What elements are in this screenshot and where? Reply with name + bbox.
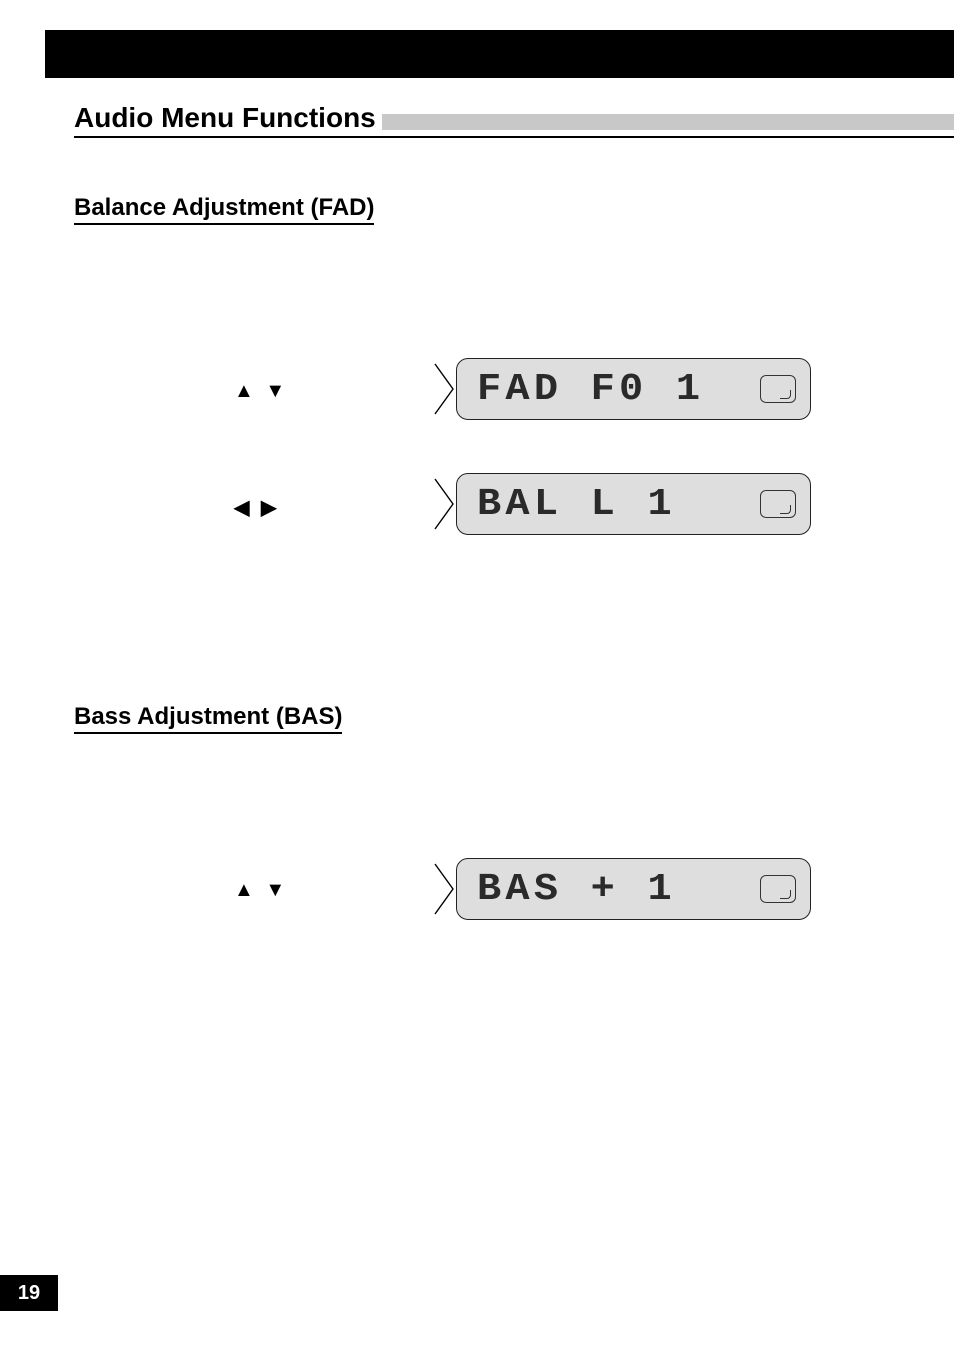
lcd-text: BAS + 1 bbox=[477, 868, 777, 911]
lcd-end-icon bbox=[760, 490, 796, 518]
lcd-frame: BAS + 1 bbox=[456, 858, 811, 920]
bass-heading-wrap: Bass Adjustment (BAS) bbox=[74, 703, 342, 734]
chevron-right-icon bbox=[432, 476, 456, 532]
lcd-display-bal: BAL L 1 bbox=[432, 473, 811, 535]
lcd-text: BAL L 1 bbox=[477, 483, 777, 526]
lcd-text: FAD F0 1 bbox=[477, 368, 777, 411]
lcd-display-bas: BAS + 1 bbox=[432, 858, 811, 920]
section-title: Audio Menu Functions bbox=[74, 102, 376, 134]
lcd-frame: BAL L 1 bbox=[456, 473, 811, 535]
section-title-underline bbox=[74, 136, 954, 138]
page-number: 19 bbox=[0, 1275, 58, 1311]
lcd-end-icon bbox=[760, 875, 796, 903]
arrows-up-down-1: ▲ ▼ bbox=[234, 380, 288, 403]
lcd-end-icon bbox=[760, 375, 796, 403]
bass-heading: Bass Adjustment (BAS) bbox=[74, 703, 342, 734]
chevron-right-icon bbox=[432, 861, 456, 917]
top-black-bar bbox=[45, 30, 954, 78]
section-title-row: Audio Menu Functions bbox=[74, 102, 954, 134]
balance-heading: Balance Adjustment (FAD) bbox=[74, 194, 374, 225]
arrows-left-right: ◀ ▶ bbox=[234, 495, 279, 520]
section-title-block: Audio Menu Functions bbox=[74, 102, 954, 138]
chevron-right-icon bbox=[432, 361, 456, 417]
balance-heading-wrap: Balance Adjustment (FAD) bbox=[74, 194, 374, 225]
arrows-up-down-2: ▲ ▼ bbox=[234, 879, 288, 902]
section-title-gray-stripe bbox=[382, 114, 954, 130]
lcd-display-fad: FAD F0 1 bbox=[432, 358, 811, 420]
lcd-frame: FAD F0 1 bbox=[456, 358, 811, 420]
page: Audio Menu Functions Balance Adjustment … bbox=[0, 0, 954, 1355]
